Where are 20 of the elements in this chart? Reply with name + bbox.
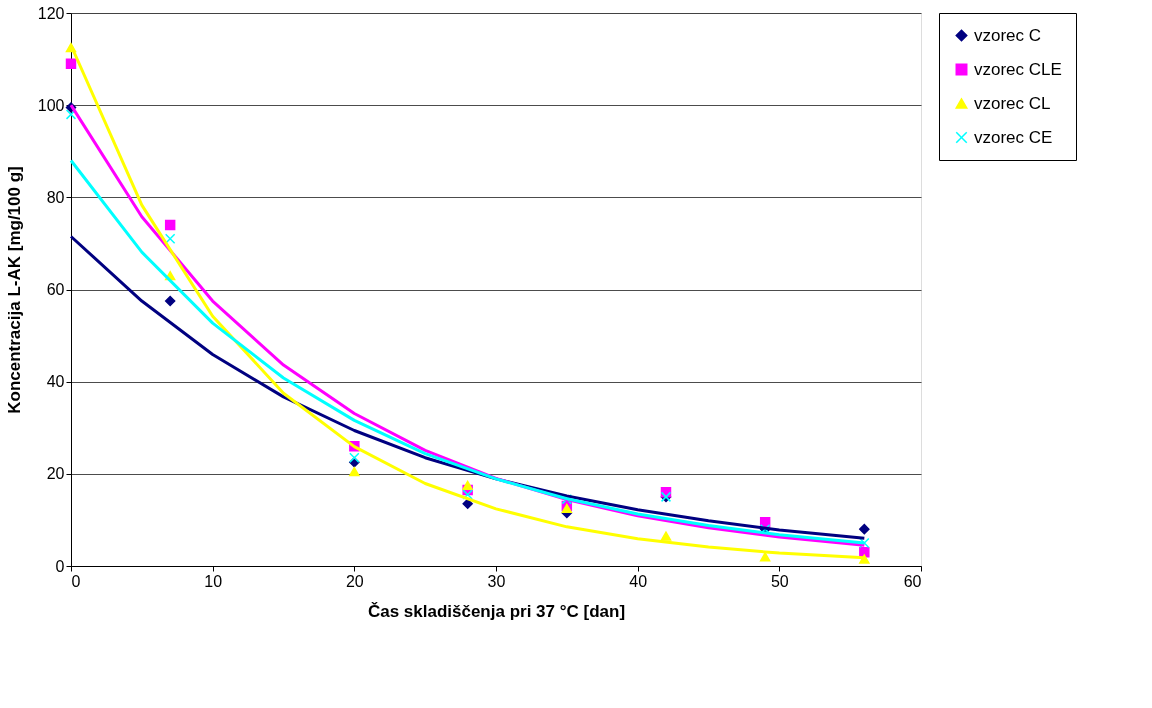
x-tick-label: 40	[629, 572, 648, 590]
legend-label: vzorec C	[974, 25, 1042, 45]
x-tick-label: 10	[204, 572, 223, 590]
y-tick-label: 100	[37, 96, 65, 114]
y-tick-label: 120	[37, 4, 65, 22]
y-tick-label: 0	[55, 557, 65, 575]
y-tick-label: 20	[46, 465, 65, 483]
x-tick-label: 60	[903, 572, 922, 590]
y-tick-label: 80	[46, 188, 65, 206]
y-axis-title: Koncentracija L-AK [mg/100 g]	[4, 166, 24, 414]
x-axis-title: Čas skladiščenja pri 37 °C [dan]	[367, 601, 626, 621]
y-tick-label: 60	[46, 281, 65, 298]
y-tick-label: 40	[46, 373, 65, 391]
x-tick-label: 30	[487, 572, 506, 590]
legend-label: vzorec CE	[974, 127, 1053, 147]
x-tick-label: 0	[71, 572, 81, 590]
x-tick-label: 50	[770, 572, 789, 590]
x-tick-label: 20	[345, 572, 364, 590]
legend-label: vzorec CLE	[974, 59, 1062, 79]
legend-label: vzorec CL	[974, 93, 1051, 113]
